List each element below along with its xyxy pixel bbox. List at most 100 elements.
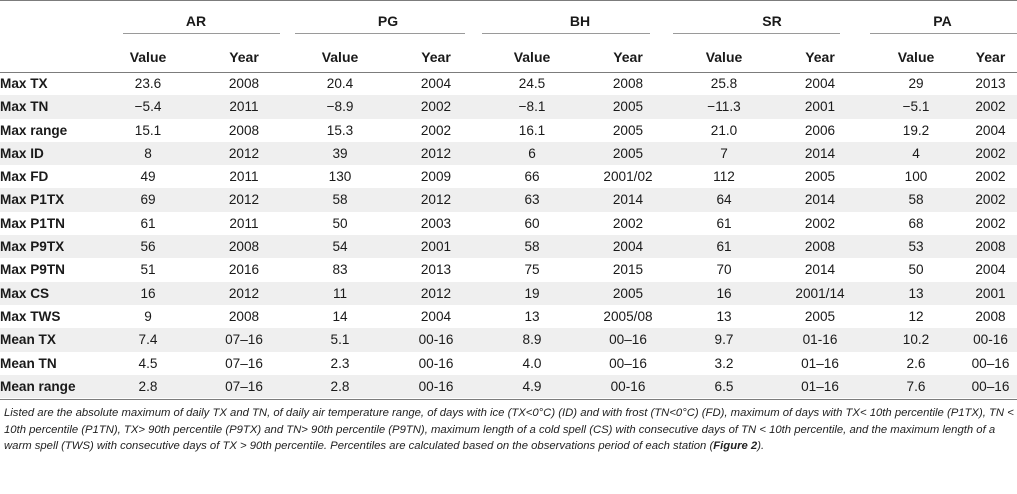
bottom-rule: [0, 399, 1017, 400]
value-cell: 64: [676, 188, 772, 212]
year-cell: 2005: [804, 169, 836, 185]
value-cell: 20.4: [326, 76, 354, 91]
value-cell: 16: [100, 281, 196, 305]
year-cell: 2005: [580, 281, 676, 305]
year-cell: 00–16: [609, 355, 647, 371]
row-label: Max P1TX: [0, 188, 100, 212]
value-cell: 58: [484, 235, 580, 259]
row-label: Max range: [0, 122, 68, 138]
value-cell: 15.3: [326, 122, 354, 138]
year-cell: 2013: [420, 262, 452, 278]
value-cell: 60: [524, 215, 540, 231]
year-cell: 01–16: [772, 374, 868, 399]
year-cell: 2002: [964, 141, 1017, 166]
value-cell: 4: [868, 141, 964, 166]
year-cell: 2011: [229, 215, 259, 231]
value-cell: 25.8: [710, 76, 738, 91]
year-column-header: Year: [975, 49, 1006, 65]
value-cell: 7.4: [100, 328, 196, 352]
year-cell: 2011: [196, 95, 292, 119]
row-label: Mean TN: [0, 355, 57, 371]
year-cell: 2001: [388, 235, 484, 259]
table-row: Max P1TN 61 2011 50 2003 60 2002 61 2002 68 2002: [0, 212, 1017, 235]
group-underline: [482, 33, 650, 34]
value-cell: 69: [100, 188, 196, 212]
year-cell: 2013: [975, 76, 1006, 91]
year-cell: 2014: [772, 141, 868, 166]
row-label: Max P9TX: [0, 235, 100, 259]
table-row: Max TN −5.4 2011 −8.9 2002 −8.1 2005 −11.3 2001−…: [0, 95, 1017, 119]
figure-link[interactable]: Figure 2: [713, 440, 758, 452]
year-cell: 00–16: [964, 374, 1017, 399]
year-cell: 2004: [580, 235, 676, 259]
group-underline: [295, 33, 465, 34]
value-column-header: Value: [705, 49, 743, 65]
value-cell: 9.7: [676, 328, 772, 352]
row-label: Mean TX: [0, 328, 100, 352]
row-label: Mean range: [0, 374, 100, 399]
value-cell: 63: [484, 188, 580, 212]
table-footnote: Listed are the absolute maximum of daily…: [4, 405, 1014, 455]
year-cell: 07–16: [225, 355, 263, 371]
year-cell: 2011: [229, 169, 259, 185]
value-cell: 24.5: [518, 76, 546, 91]
year-cell: 2004: [975, 122, 1006, 138]
year-cell: 01-16: [772, 328, 868, 352]
value-cell: 58: [292, 188, 388, 212]
year-cell: 2003: [420, 215, 452, 231]
year-cell: 2008: [228, 76, 260, 91]
year-cell: 2008: [196, 235, 292, 259]
value-column-header: Value: [129, 49, 167, 65]
value-cell: 16.1: [518, 122, 546, 138]
year-cell: 2002: [420, 122, 452, 138]
year-cell: 2001: [964, 281, 1017, 305]
table-row: Mean TN 4.5 07–16 2.3 00-16 4.0 00–16 3.2 01–16 2…: [0, 352, 1017, 375]
year-cell: 2008: [228, 308, 260, 324]
group-underline: [123, 33, 280, 34]
year-cell: 2008: [772, 235, 868, 259]
year-cell: 2002: [804, 215, 836, 231]
value-cell: 2.8: [292, 374, 388, 399]
year-cell: 2014: [580, 188, 676, 212]
year-cell: 00-16: [388, 374, 484, 399]
value-column-header: Value: [513, 49, 551, 65]
value-cell: 7.6: [868, 374, 964, 399]
value-cell: 61: [716, 215, 732, 231]
year-cell: 2005: [804, 308, 836, 324]
value-cell: 2.3: [330, 355, 350, 371]
value-cell: −5.4: [100, 95, 196, 119]
year-cell: 2001/14: [772, 281, 868, 305]
year-cell: 2005: [612, 122, 644, 138]
value-cell: 49: [140, 169, 156, 185]
year-column-header: Year: [613, 49, 643, 65]
station-header: PA: [933, 13, 952, 29]
value-column-header: Value: [897, 49, 935, 65]
year-cell: 2005/08: [603, 308, 653, 324]
year-cell: 2002: [964, 95, 1017, 119]
year-cell: 00-16: [418, 355, 454, 371]
year-cell: 2004: [420, 76, 452, 91]
row-label: Max TX: [0, 76, 48, 91]
value-cell: 39: [292, 141, 388, 166]
value-cell: 54: [292, 235, 388, 259]
footnote-tail: ).: [757, 440, 765, 452]
value-cell: 11: [292, 281, 388, 305]
value-cell: 4.0: [522, 355, 542, 371]
value-cell: 7: [676, 141, 772, 166]
value-cell: 2.8: [100, 374, 196, 399]
row-label: Max P9TN: [0, 262, 65, 278]
value-cell: 130: [328, 169, 352, 185]
year-cell: 2002: [975, 215, 1006, 231]
value-cell: 6.5: [676, 374, 772, 399]
year-column-header: Year: [421, 49, 451, 65]
value-cell: 15.1: [134, 122, 162, 138]
year-cell: 2002: [388, 95, 484, 119]
year-cell: 2008: [612, 76, 644, 91]
value-cell: 29: [908, 76, 924, 91]
year-cell: 00-16: [388, 328, 484, 352]
value-cell: 4.9: [484, 374, 580, 399]
value-cell: 14: [332, 308, 348, 324]
year-cell: 2004: [420, 308, 452, 324]
row-label: Max CS: [0, 281, 100, 305]
year-cell: 2002: [612, 215, 644, 231]
